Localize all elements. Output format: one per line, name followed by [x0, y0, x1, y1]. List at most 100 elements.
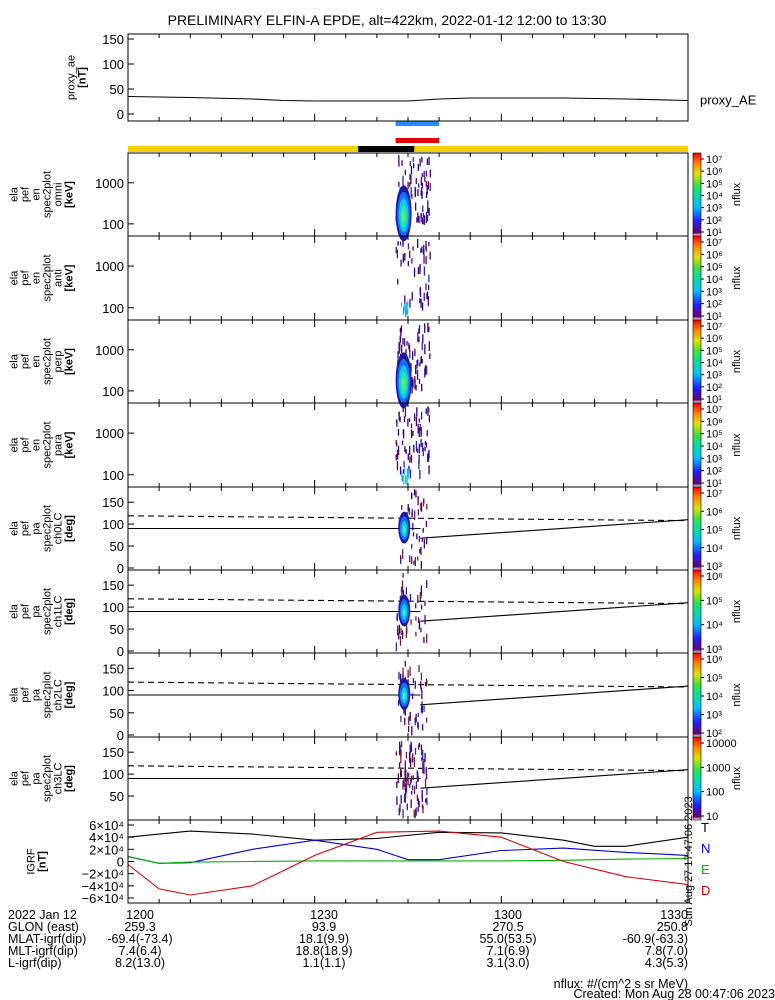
colorbar-tick-label: 10⁷ [706, 154, 722, 166]
spectrogram-speck [402, 253, 404, 263]
y-axis-label-line: proxy_ae [66, 55, 78, 100]
colorbar-tick-label: 10³ [706, 644, 722, 656]
panel-ch2LC: 150 100 50 0 ela pef pa spec2plot ch2LC [deg] 10⁶ 1… [9, 652, 743, 743]
colorbar-tick-label: 10⁶ [706, 506, 723, 518]
spectrogram-speck [414, 348, 416, 357]
spectrogram-speck [428, 449, 430, 459]
spectrogram-speck [395, 454, 397, 461]
colorbar [692, 486, 702, 571]
spectrogram-speck [421, 537, 424, 542]
spectrogram-speck [414, 747, 417, 755]
colorbar-tick-label: 10⁵ [706, 525, 723, 537]
spectrogram-speck [396, 249, 398, 259]
spectrogram-speck [429, 169, 431, 178]
spectrogram-speck [421, 789, 423, 799]
spectrogram-speck [418, 378, 421, 385]
spectrogram-speck [400, 471, 403, 476]
spectrogram-speck [399, 636, 402, 646]
science-zone-blue [395, 121, 440, 126]
y-axis-label: ela pef pa spec2plot ch3LC [deg] [9, 755, 76, 802]
spectrogram-speck [405, 348, 407, 358]
spectrogram-speck [411, 508, 413, 517]
spectrogram-speck [412, 163, 415, 169]
spectrogram-speck [414, 378, 416, 389]
colorbar-tick-label: 10² [706, 215, 722, 227]
spectrogram-speck [427, 454, 430, 462]
y-axis-label-line: ela [9, 520, 21, 536]
spectrogram-speck [423, 539, 425, 549]
footer-row-label: MLT-igrf(dip) [8, 944, 78, 958]
spectrogram-speck [423, 249, 425, 254]
spectrogram-speck [399, 803, 401, 813]
spectrogram-speck [396, 796, 398, 805]
spectrogram-speck [425, 773, 428, 780]
y-tick-label: 50 [110, 82, 124, 97]
spectrogram-speck [418, 459, 420, 470]
spectrogram-speck [397, 240, 399, 246]
spectrogram-speck [398, 181, 400, 187]
footer-value: 1200 [126, 908, 154, 922]
colorbar-tick-label: 10³ [706, 453, 722, 465]
spectrogram-speck [407, 181, 409, 189]
spectrogram-speck [423, 219, 425, 225]
footer-value: 259.3 [124, 920, 155, 934]
plot-title: PRELIMINARY ELFIN-A EPDE, alt=422km, 202… [168, 12, 607, 28]
units-note: nflux: #/(cm^2 s sr MeV) [554, 977, 688, 991]
spectrogram-speck [404, 304, 406, 312]
y-axis-label-line: en [31, 355, 43, 367]
spectrogram-speck [412, 522, 414, 531]
y-axis-label-line: spec2plot [42, 755, 54, 802]
spectrogram-speck [414, 717, 416, 726]
y-axis-label: IGRF [nT] [26, 848, 49, 875]
y-axis-label-line: IGRF [26, 848, 38, 875]
spectrogram-speck [420, 604, 423, 610]
y-tick-label: 50 [110, 622, 124, 637]
spectrogram-speck [421, 748, 423, 756]
spectrogram-speck [411, 790, 413, 795]
spectrogram-speck [420, 177, 423, 186]
spectrogram-speck [409, 161, 412, 167]
spectrogram-speck [425, 537, 428, 545]
y-tick-label: 4×10⁴ [89, 830, 124, 845]
spectrogram-speck [406, 473, 409, 483]
y-axis-label-line: [deg] [64, 515, 76, 542]
spectrogram-speck [420, 585, 423, 596]
y-tick-label: −6×10⁴ [82, 891, 124, 906]
spectrogram-speck [419, 592, 421, 601]
spectrogram-speck [399, 336, 401, 343]
igrf-T-line [127, 830, 689, 847]
y-axis-label-line: omni [53, 183, 65, 207]
colorbar-label: nflux [731, 182, 743, 206]
y-axis-label-line: pa [31, 605, 43, 618]
spectrogram-speck [418, 742, 420, 747]
spectrogram-speck [421, 804, 424, 809]
y-axis-label-line: ch3LC [53, 763, 65, 795]
spectrogram-speck [420, 744, 422, 750]
spectrogram-speck [411, 258, 413, 264]
spectrogram-speck [406, 309, 409, 315]
footer-value: 3.1(3.0) [486, 956, 529, 970]
spectrogram-speck [401, 344, 403, 353]
spectrogram-speck [398, 162, 400, 167]
colorbar-tick-label: 10⁵ [706, 345, 723, 357]
spectrogram-speck [402, 590, 405, 597]
colorbar [692, 736, 702, 821]
spectrogram-speck [415, 447, 418, 452]
colorbar [692, 319, 702, 404]
spectrogram-speck [422, 499, 425, 507]
spectrogram-speck [413, 560, 415, 565]
spectrogram-speck [401, 630, 404, 639]
spectrogram-speck [424, 615, 426, 625]
spectrogram-speck [425, 520, 428, 527]
spectrogram-speck [426, 800, 428, 806]
spectrogram-speck [401, 586, 404, 594]
flux-blob [402, 691, 406, 700]
y-axis-label-line: ch2LC [53, 679, 65, 711]
spectrogram-speck [397, 351, 399, 359]
y-axis-label-line: [deg] [64, 765, 76, 792]
spectrogram-speck [409, 778, 412, 785]
spectrogram-speck [409, 250, 411, 259]
spectrogram-speck [405, 308, 408, 315]
spectrogram-speck [427, 451, 429, 457]
spectrogram-speck [407, 261, 409, 267]
